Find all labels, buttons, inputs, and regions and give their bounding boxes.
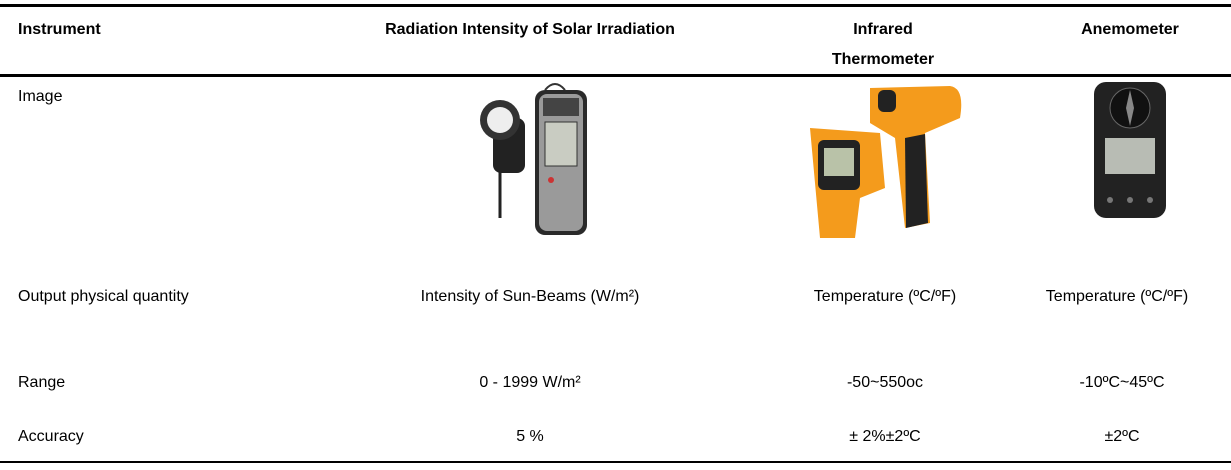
row-label: Range <box>18 374 66 391</box>
cell: 5 % <box>516 428 544 445</box>
header-cell: Infrared Thermometer <box>831 21 935 68</box>
cell: -10ºC~45ºC <box>1079 374 1165 391</box>
anemometer-image <box>1094 82 1166 218</box>
top-rule <box>0 4 1231 7</box>
cell: Temperature (ºC/ºF) <box>1045 288 1189 305</box>
cell: -50~550oc <box>846 374 924 391</box>
cell: ±2ºC <box>1104 428 1140 445</box>
header-cell: Radiation Intensity of Solar Irradiation <box>385 21 675 38</box>
row-label: Image <box>18 88 63 105</box>
header-cell: Anemometer <box>1081 21 1179 38</box>
header-rule <box>0 74 1231 77</box>
cell: ± 2%±2ºC <box>849 428 921 445</box>
infrared-thermometer-image <box>810 86 962 238</box>
cell: Temperature (ºC/ºF) <box>813 288 957 305</box>
cell: 0 - 1999 W/m² <box>479 374 581 391</box>
bottom-rule <box>0 461 1231 463</box>
row-label: Accuracy <box>18 428 84 445</box>
row-label: Output physical quantity <box>18 288 189 305</box>
header-cell: Instrument <box>18 21 101 38</box>
light-meter-image <box>480 83 587 235</box>
cell: Intensity of Sun-Beams (W/m²) <box>420 288 640 305</box>
